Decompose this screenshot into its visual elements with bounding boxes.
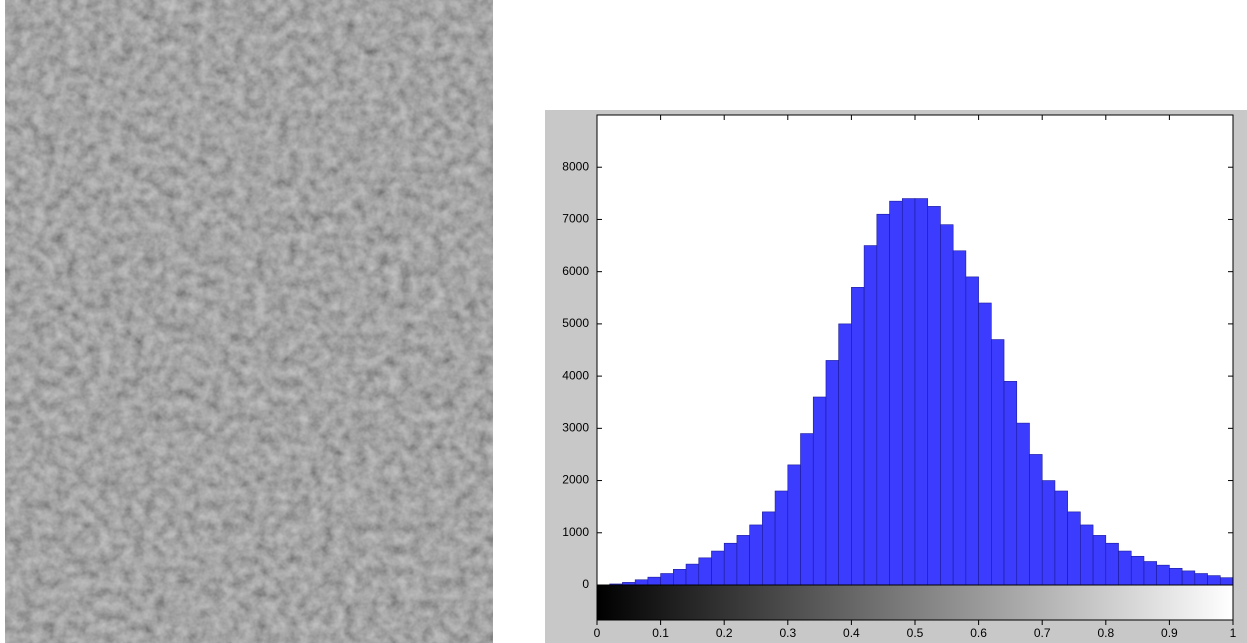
bar: [750, 525, 763, 585]
bar: [1080, 525, 1093, 585]
x-tick-label: 0.2: [716, 626, 733, 640]
bar: [851, 287, 864, 585]
x-tick-label: 0.8: [1097, 626, 1114, 640]
bar: [890, 201, 903, 585]
x-tick-label: 0.6: [970, 626, 987, 640]
bar: [953, 251, 966, 585]
bar: [902, 199, 915, 585]
bar: [635, 580, 648, 585]
y-tick-label: 6000: [562, 264, 589, 278]
bar: [648, 577, 661, 585]
bar: [1017, 423, 1030, 585]
x-tick-label: 0.5: [907, 626, 924, 640]
bar: [1093, 535, 1106, 585]
bar: [877, 214, 890, 585]
bar: [1131, 556, 1144, 585]
bar: [864, 246, 877, 585]
y-tick-label: 3000: [562, 421, 589, 435]
page: 0 1000 2000 3000 4000 5000 6000 7000 8000 0 0.1 0.2…: [0, 0, 1247, 643]
bar: [813, 397, 826, 585]
bar: [991, 340, 1004, 585]
bar: [686, 564, 699, 585]
bar: [1042, 481, 1055, 585]
bar: [1029, 454, 1042, 585]
bar: [1068, 512, 1081, 585]
bar: [1119, 551, 1132, 585]
y-tick-label: 0: [582, 577, 589, 591]
y-tick-label: 7000: [562, 212, 589, 226]
bar: [1004, 381, 1017, 585]
bar: [661, 574, 674, 585]
bar: [1169, 568, 1182, 585]
bar: [699, 558, 712, 585]
bar: [1144, 562, 1157, 586]
bar: [1182, 571, 1195, 585]
bar: [1220, 578, 1233, 585]
bar: [966, 277, 979, 585]
x-tick-label: 1: [1230, 626, 1237, 640]
x-tick-label: 0.1: [652, 626, 669, 640]
x-tick-label: 0.9: [1161, 626, 1178, 640]
x-tick-label: 0.3: [779, 626, 796, 640]
bar: [737, 535, 750, 585]
bar: [1055, 491, 1068, 585]
x-tick-label: 0: [594, 626, 601, 640]
bar: [915, 199, 928, 585]
x-tick-label: 0.7: [1034, 626, 1051, 640]
grayscale-photo: [5, 0, 493, 643]
bar: [775, 491, 788, 585]
bar: [1157, 565, 1170, 585]
bar: [788, 465, 801, 585]
bar: [839, 324, 852, 585]
bar: [928, 206, 941, 585]
y-tick-label: 5000: [562, 316, 589, 330]
bar: [801, 434, 814, 585]
y-tick-label: 1000: [562, 525, 589, 539]
intensity-colorbar: [597, 585, 1233, 620]
bar: [1195, 574, 1208, 585]
bar: [762, 512, 775, 585]
bar: [1208, 576, 1221, 585]
bar: [711, 551, 724, 585]
bar: [1106, 543, 1119, 585]
y-tick-label: 2000: [562, 473, 589, 487]
bar: [826, 360, 839, 585]
bar: [979, 303, 992, 585]
bar: [673, 569, 686, 585]
y-tick-label: 4000: [562, 368, 589, 382]
x-tick-label: 0.4: [843, 626, 860, 640]
bar: [940, 225, 953, 585]
bar: [724, 543, 737, 585]
y-tick-label: 8000: [562, 159, 589, 173]
